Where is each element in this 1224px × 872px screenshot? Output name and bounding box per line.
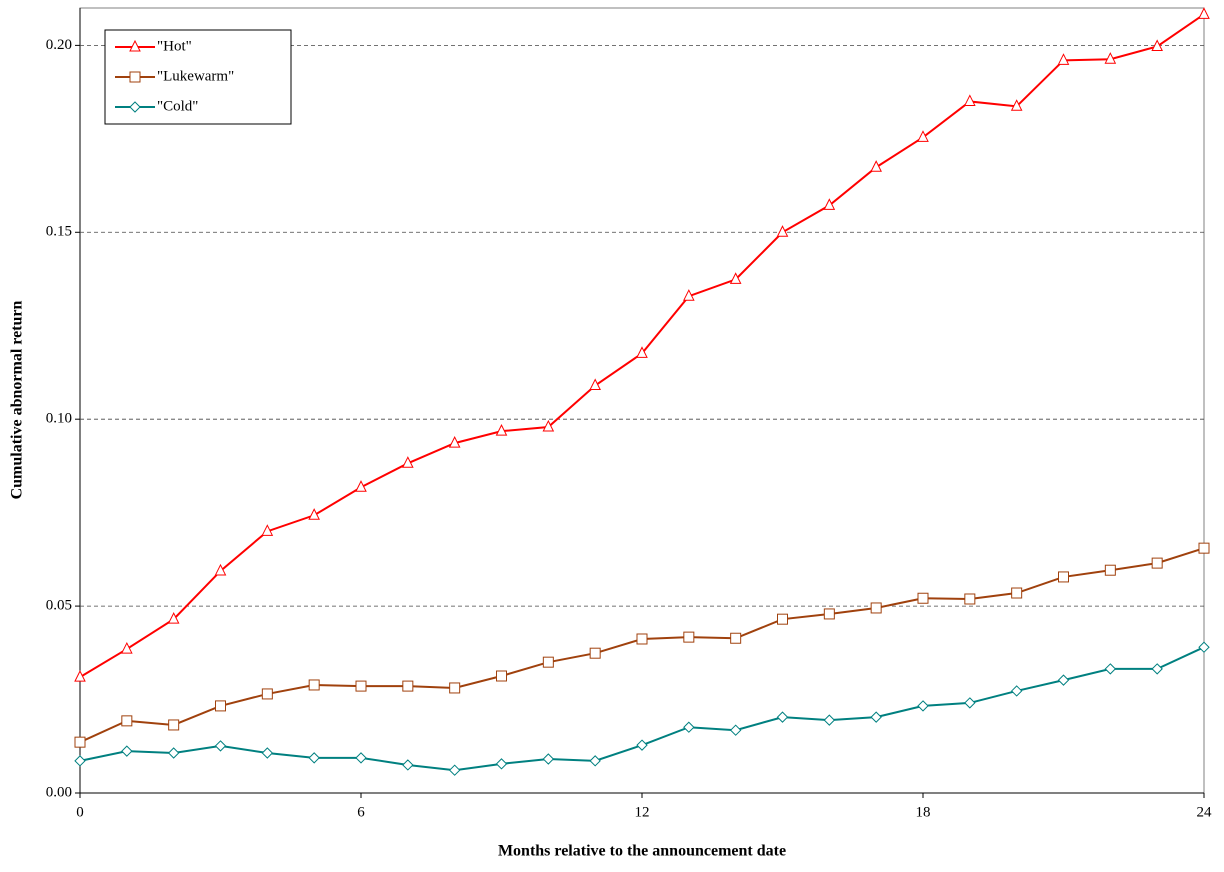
marker — [589, 647, 601, 659]
marker — [1010, 685, 1023, 697]
marker — [449, 682, 461, 694]
marker — [402, 680, 414, 692]
y-tick-label: 0.20 — [46, 37, 72, 53]
marker — [74, 755, 86, 767]
marker — [448, 764, 461, 776]
x-tick-label: 12 — [635, 804, 650, 820]
y-tick-label: 0.10 — [46, 411, 72, 427]
marker — [1104, 663, 1117, 675]
marker — [1058, 571, 1069, 583]
marker — [402, 456, 414, 468]
marker — [917, 130, 929, 142]
marker — [683, 721, 695, 733]
marker — [1011, 587, 1023, 599]
x-axis-label: Months relative to the announcement date — [498, 843, 786, 860]
marker — [121, 641, 133, 654]
marker — [355, 752, 367, 764]
marker — [261, 747, 274, 759]
marker — [1057, 53, 1070, 65]
marker — [636, 346, 648, 358]
marker — [168, 719, 180, 731]
marker — [1198, 641, 1210, 653]
marker — [1198, 542, 1210, 554]
marker — [121, 715, 133, 727]
marker — [355, 480, 367, 492]
plot-frame — [79, 7, 1205, 794]
marker — [308, 508, 320, 520]
marker — [496, 670, 507, 682]
marker — [402, 759, 414, 771]
y-tick-label: 0.05 — [46, 598, 72, 614]
marker — [917, 592, 929, 604]
marker — [870, 602, 882, 614]
marker — [542, 656, 554, 668]
x-tick-label: 18 — [916, 804, 931, 820]
marker — [1151, 39, 1163, 52]
marker — [308, 679, 320, 691]
marker — [261, 524, 274, 536]
marker — [74, 670, 86, 682]
marker — [776, 711, 789, 723]
marker — [730, 632, 742, 644]
marker — [308, 752, 320, 764]
series-line — [79, 646, 1205, 772]
marker — [964, 593, 976, 605]
marker — [729, 724, 742, 736]
marker — [1104, 564, 1116, 576]
x-tick-label: 6 — [357, 804, 365, 820]
marker — [683, 289, 695, 301]
marker — [964, 94, 976, 106]
x-tick-label: 24 — [1197, 804, 1213, 820]
marker — [964, 697, 976, 709]
marker — [636, 739, 648, 751]
y-tick-label: 0.15 — [46, 224, 72, 240]
marker — [1057, 674, 1070, 686]
marker — [823, 198, 836, 210]
marker — [542, 419, 555, 432]
marker — [129, 39, 141, 52]
legend-label: "Lukewarm" — [157, 68, 234, 84]
marker — [1198, 7, 1210, 19]
marker — [355, 680, 367, 692]
marker — [683, 631, 695, 643]
marker — [729, 272, 742, 284]
marker — [74, 736, 86, 748]
marker — [870, 160, 882, 172]
marker — [129, 101, 141, 113]
marker — [167, 747, 180, 759]
marker — [1151, 663, 1163, 675]
marker — [495, 758, 508, 770]
marker — [823, 608, 835, 620]
marker — [215, 700, 226, 712]
marker — [636, 633, 648, 645]
marker — [776, 225, 789, 237]
marker — [495, 424, 508, 436]
marker — [777, 613, 788, 625]
legend-label: "Hot" — [157, 38, 192, 54]
marker — [129, 71, 141, 83]
marker — [870, 711, 882, 723]
marker — [589, 755, 601, 767]
marker — [214, 740, 227, 752]
marker — [917, 700, 929, 712]
y-axis-label: Cumulative abnormal return — [9, 300, 26, 499]
y-tick-label: 0.00 — [46, 784, 72, 800]
marker — [448, 435, 461, 448]
marker — [542, 753, 555, 765]
marker — [261, 688, 273, 700]
marker — [167, 612, 180, 624]
series-line — [79, 547, 1205, 744]
legend-label: "Cold" — [157, 98, 198, 114]
marker — [1151, 557, 1163, 569]
marker — [823, 714, 836, 726]
marker — [589, 378, 601, 391]
marker — [1010, 99, 1023, 111]
marker — [1104, 52, 1117, 64]
marker — [121, 745, 133, 757]
marker — [214, 563, 227, 576]
x-tick-label: 0 — [76, 804, 84, 820]
